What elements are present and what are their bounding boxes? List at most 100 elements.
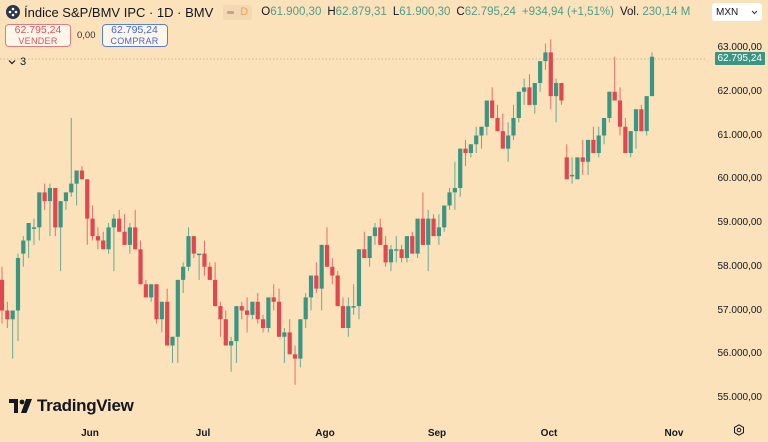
candle: [271, 297, 276, 302]
interval-badge[interactable]: D: [223, 4, 253, 20]
sell-price: 62.795,24: [14, 23, 62, 36]
market-status-icon: [227, 10, 235, 14]
indicators-toggle[interactable]: 3: [8, 56, 26, 68]
candle: [356, 249, 362, 307]
candle: [101, 240, 106, 250]
candle: [244, 310, 250, 315]
candle: [250, 301, 255, 315]
high-label: H: [327, 6, 336, 18]
price-tick-label: 63.000,00: [717, 42, 763, 53]
candle: [388, 249, 394, 263]
currency-value: MXN: [716, 6, 739, 18]
candle: [149, 284, 154, 298]
candle: [644, 96, 649, 132]
price-tick-label: 59.000,00: [717, 217, 763, 228]
candle: [207, 266, 212, 280]
time-tick-label: Sep: [427, 428, 447, 439]
close-value: 62.795,24: [464, 6, 516, 18]
candle: [383, 244, 388, 263]
candle: [111, 218, 116, 228]
candle: [5, 310, 10, 320]
low-value: 61.900,30: [399, 6, 451, 18]
trade-panel: 62.795,24 VENDER 0,00 62.795,24 COMPRAR: [5, 24, 168, 47]
candle: [372, 227, 378, 237]
candle: [575, 157, 580, 180]
candle: [607, 91, 612, 118]
candle: [143, 284, 148, 298]
tradingview-logo[interactable]: TradingView: [9, 396, 134, 416]
candles-group: [0, 39, 655, 385]
open-label: O: [261, 6, 271, 18]
candle: [239, 306, 244, 311]
spread-value: 0,00: [77, 30, 96, 41]
candle: [26, 223, 31, 241]
candle: [31, 227, 37, 229]
candle: [474, 135, 479, 145]
buy-price: 62.795,24: [111, 23, 158, 36]
candle: [500, 131, 505, 149]
candle: [399, 249, 404, 258]
price-tick-label: 61.000,00: [717, 129, 763, 141]
candle: [213, 279, 218, 307]
candle: [165, 301, 170, 346]
candle: [378, 227, 383, 245]
candle: [228, 341, 234, 346]
symbol-logo-icon: [6, 5, 20, 19]
candle: [527, 87, 532, 105]
price-tick-label: 57.000,00: [717, 304, 763, 316]
buy-button[interactable]: 62.795,24 COMPRAR: [101, 23, 168, 47]
candle: [330, 266, 335, 276]
candle: [21, 240, 26, 254]
candle: [37, 192, 42, 228]
candle: [122, 231, 127, 245]
price-tick-label: 58.000,00: [717, 260, 763, 272]
candle: [596, 135, 601, 153]
candle: [628, 131, 633, 153]
indicator-count: 3: [20, 56, 27, 68]
candle: [532, 83, 537, 105]
candle: [649, 56, 655, 97]
candle: [553, 83, 559, 97]
candle: [436, 227, 441, 237]
change-value: +934,94 (+1,51%): [521, 6, 614, 18]
candle: [90, 218, 95, 237]
candle: [282, 332, 287, 337]
candle: [522, 87, 527, 92]
candle: [601, 118, 607, 136]
currency-select[interactable]: MXN: [712, 3, 762, 21]
sell-button[interactable]: 62.795,24 VENDER: [5, 24, 71, 47]
candle: [362, 249, 367, 258]
candle: [447, 192, 452, 206]
last-price-tag: 62.795,24: [714, 52, 765, 65]
time-tick-label: Nov: [664, 428, 684, 439]
candle: [191, 236, 196, 254]
candle: [452, 188, 457, 193]
candle: [458, 148, 463, 188]
tradingview-logo-icon: [9, 399, 32, 413]
sell-label: VENDER: [18, 35, 58, 46]
candle: [633, 109, 639, 132]
price-tick-label: 55.000,00: [717, 392, 763, 403]
brand-name: TradingView: [37, 396, 134, 415]
time-tick-label: Ago: [315, 428, 335, 439]
candle: [351, 306, 356, 308]
candle: [218, 306, 223, 320]
candle: [410, 236, 415, 254]
symbol-title[interactable]: Índice S&P/BMV IPC · 1D · BMV: [24, 4, 214, 20]
candle: [303, 297, 308, 320]
candle: [346, 306, 351, 328]
candle: [484, 100, 489, 127]
candle: [426, 218, 431, 245]
candle: [543, 52, 548, 62]
candle: [266, 297, 271, 328]
candle: [154, 284, 159, 320]
candle: [516, 91, 521, 118]
candle: [95, 236, 101, 241]
time-tick-label: Jul: [195, 428, 211, 439]
settings-gear-icon[interactable]: [733, 424, 745, 436]
candle: [159, 301, 164, 320]
price-tick-label: 62.000,00: [717, 85, 763, 97]
candle: [559, 83, 564, 101]
time-tick-label: Jun: [81, 428, 99, 439]
